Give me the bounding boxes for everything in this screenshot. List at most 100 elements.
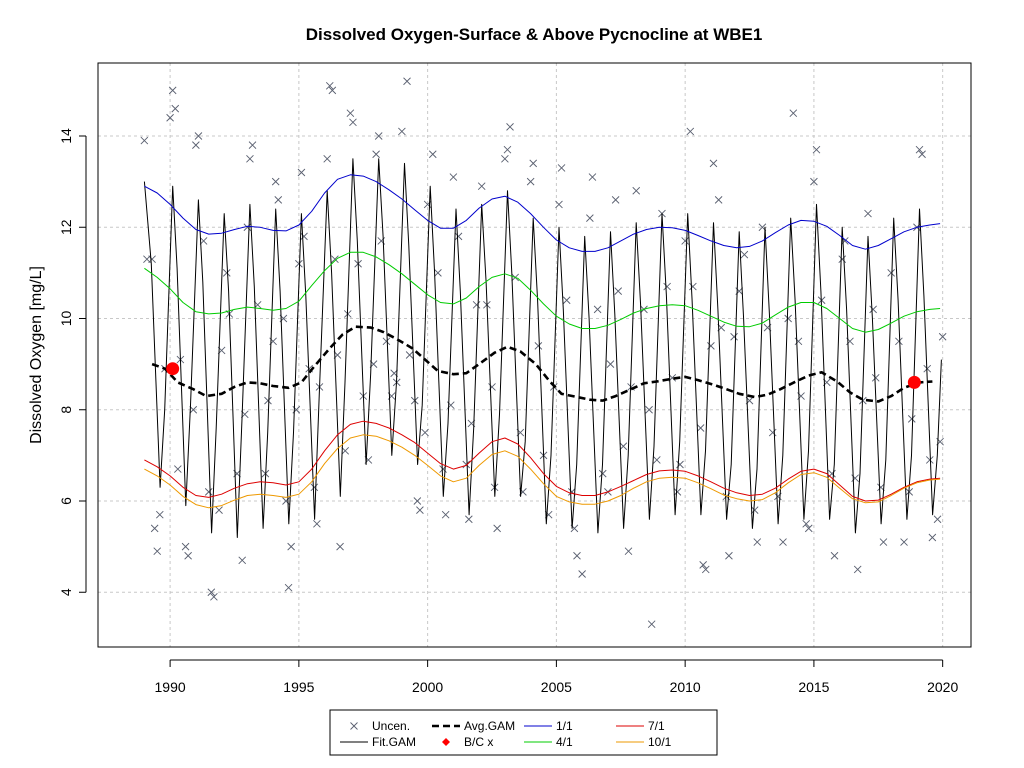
- uncen-point: [297, 168, 306, 177]
- uncen-point: [838, 255, 847, 264]
- legend-symbol-uncen: [350, 722, 358, 730]
- uncen-point: [653, 456, 661, 464]
- uncen-point: [413, 497, 422, 505]
- uncen-point: [709, 159, 718, 168]
- uncen-point: [753, 538, 762, 546]
- uncen-point: [287, 542, 295, 551]
- plot-border: [97, 62, 972, 648]
- y-tick-label: 14: [58, 128, 74, 144]
- y-axis-label: Dissolved Oxygen [mg/L]: [28, 266, 45, 444]
- uncen-point: [238, 556, 247, 565]
- uncen-point: [150, 524, 159, 533]
- uncen-point: [624, 547, 633, 556]
- uncen-point: [207, 588, 216, 597]
- uncen-point: [534, 342, 543, 350]
- legend-symbol-bc: [442, 738, 450, 746]
- uncen-point: [192, 141, 200, 149]
- uncen-point: [864, 209, 872, 218]
- uncen-point: [784, 314, 792, 323]
- uncen-point: [895, 337, 903, 346]
- legend-label-fit_gam: Fit.GAM: [372, 735, 416, 749]
- uncen-point: [725, 551, 733, 560]
- uncen-point: [686, 127, 695, 136]
- legend-box: [329, 709, 718, 756]
- uncen-point: [810, 177, 818, 186]
- uncen-point: [465, 515, 473, 524]
- x-tick-label: 2020: [927, 679, 958, 695]
- uncen-point: [171, 104, 180, 113]
- uncen-point: [707, 342, 715, 350]
- uncen-point: [204, 488, 213, 496]
- uncen-point: [449, 173, 458, 181]
- uncen-point: [477, 182, 486, 191]
- uncen-point: [189, 405, 198, 414]
- uncen-point: [802, 519, 811, 528]
- uncen-point: [325, 81, 334, 90]
- uncen-point: [300, 232, 308, 241]
- uncen-point: [462, 460, 471, 469]
- uncen-point: [454, 232, 463, 241]
- uncen-point: [619, 442, 628, 451]
- uncen-point: [416, 506, 424, 514]
- axes: 1990 1995 2000 2005 2010 2015 2020 4 6 8 10 12 14: [58, 128, 958, 695]
- x-tick-label: 2005: [541, 679, 572, 695]
- uncen-point: [215, 506, 223, 514]
- series-1-1: [144, 174, 941, 252]
- uncen-point: [194, 132, 203, 140]
- uncen-point: [804, 524, 813, 533]
- uncen-point: [689, 282, 697, 291]
- uncen-point: [274, 196, 283, 204]
- uncen-point: [374, 132, 383, 140]
- x-tick-label: 2010: [670, 679, 701, 695]
- uncen-point: [222, 269, 231, 277]
- uncen-point: [421, 428, 429, 437]
- uncen-point: [853, 565, 862, 574]
- uncen-point: [562, 296, 571, 305]
- x-tick-label: 1990: [155, 679, 186, 695]
- uncen-point: [148, 255, 156, 264]
- uncen-point: [768, 428, 777, 437]
- uncen-point: [606, 360, 615, 368]
- uncen-point: [879, 538, 888, 546]
- uncen-point: [632, 186, 641, 195]
- series-10-1: [144, 434, 941, 509]
- uncen-point: [372, 150, 380, 159]
- series-layer: [140, 77, 947, 629]
- uncen-point: [907, 415, 916, 423]
- uncen-point: [403, 77, 411, 86]
- uncen-point: [701, 565, 710, 574]
- uncen-point: [382, 337, 391, 346]
- uncen-point: [925, 456, 934, 464]
- series-fit-gam: [143, 158, 942, 538]
- uncen-point: [830, 551, 839, 560]
- uncen-point: [506, 123, 514, 131]
- uncen-point: [503, 145, 512, 154]
- uncen-point: [441, 510, 450, 519]
- uncen-point: [611, 196, 620, 204]
- y-tick-label: 12: [58, 219, 74, 235]
- uncen-point: [573, 551, 581, 560]
- uncen-point: [472, 300, 481, 309]
- uncen-point: [313, 519, 321, 528]
- uncen-point: [166, 113, 174, 122]
- uncen-point: [681, 237, 689, 245]
- uncen-point: [153, 547, 162, 556]
- uncen-point: [199, 237, 208, 245]
- uncen-point: [598, 469, 607, 478]
- uncen-point: [398, 127, 406, 136]
- uncen-point: [699, 561, 707, 569]
- uncen-point: [264, 396, 272, 405]
- uncen-point: [328, 86, 337, 95]
- uncen-point: [586, 214, 594, 222]
- uncen-point: [918, 150, 926, 159]
- uncen-point: [696, 424, 705, 432]
- uncen-point: [578, 570, 586, 578]
- bc-point: [166, 362, 180, 376]
- uncen-point: [341, 446, 350, 455]
- uncen-point: [271, 177, 280, 186]
- legend-label-p7_1: 7/1: [648, 719, 665, 733]
- uncen-point: [155, 510, 164, 519]
- uncen-point: [779, 538, 787, 546]
- uncen-point: [428, 150, 437, 159]
